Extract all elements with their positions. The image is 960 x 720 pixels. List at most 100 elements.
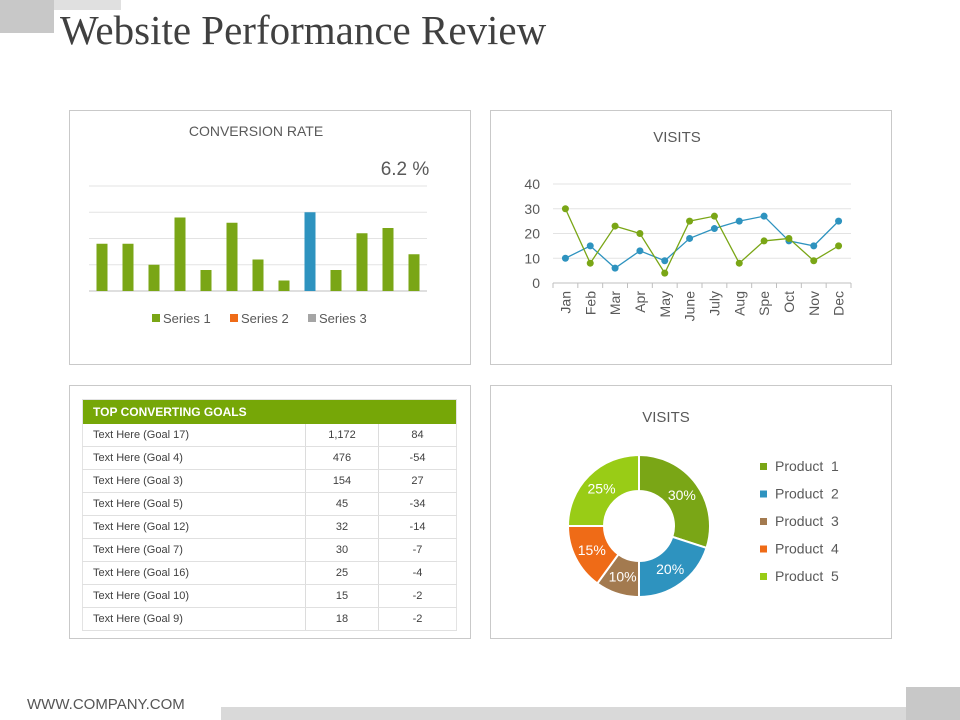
slice-percent-label: 30% [668, 487, 696, 503]
visits-line-chart: VISITS 0 10 20 30 40 Jan Feb Mar Apr May June July… [524, 129, 852, 321]
bar [356, 233, 368, 291]
chart-title: CONVERSION RATE [189, 123, 323, 139]
data-point [686, 217, 694, 225]
legend-swatch [760, 518, 767, 525]
legend-swatch [152, 314, 160, 322]
goal-change-cell: -7 [378, 538, 457, 562]
data-point [586, 242, 594, 250]
goal-name-cell: Text Here (Goal 12) [82, 515, 306, 539]
goal-name-cell: Text Here (Goal 9) [82, 607, 306, 631]
table-row: Text Here (Goal 12) 32 -14 [82, 515, 457, 539]
slice-percent-label: 20% [656, 561, 684, 577]
goal-name-cell: Text Here (Goal 4) [82, 446, 306, 470]
data-point [810, 257, 818, 265]
table-row: Text Here (Goal 7) 30 -7 [82, 538, 457, 562]
corner-decoration-light [54, 0, 121, 10]
goal-name-cell: Text Here (Goal 16) [82, 561, 306, 585]
goal-name-cell: Text Here (Goal 3) [82, 469, 306, 493]
bar [382, 228, 394, 291]
footer-corner-decoration [906, 687, 960, 720]
data-point [561, 205, 569, 213]
x-tick-label: Feb [582, 291, 598, 315]
donut-slice [638, 453, 711, 550]
goal-count-cell: 154 [305, 469, 379, 493]
x-tick-label: Apr [632, 291, 648, 313]
corner-decoration [0, 0, 54, 33]
table-row: Text Here (Goal 5) 45 -34 [82, 492, 457, 516]
bar [122, 243, 134, 291]
goal-change-cell: 84 [378, 424, 457, 447]
goal-change-cell: 27 [378, 469, 457, 493]
bar [148, 264, 160, 291]
legend-swatch [760, 490, 767, 498]
x-tick-label: May [657, 291, 673, 317]
visits-donut-panel: VISITS 30% 20% 10% 15% 25% Product 1 Product … [490, 385, 892, 639]
bar [304, 212, 316, 291]
legend-swatch [230, 314, 238, 322]
goal-change-cell: -14 [378, 515, 457, 539]
goal-count-cell: 476 [305, 446, 379, 470]
series-line [564, 208, 839, 275]
slice-percent-label: 15% [578, 542, 606, 558]
data-point [686, 234, 694, 242]
table-row: Text Here (Goal 10) 15 -2 [82, 584, 457, 608]
data-point [810, 242, 818, 250]
series-line [565, 215, 840, 269]
data-point [710, 212, 718, 220]
x-tick-label: Spe [756, 291, 772, 316]
legend-swatch [760, 463, 767, 470]
x-tick-label: Jan [557, 291, 573, 314]
goal-name-cell: Text Here (Goal 17) [82, 424, 306, 447]
data-point [785, 234, 793, 242]
chart-title: VISITS [653, 129, 701, 146]
table-header: TOP CONVERTING GOALS [82, 399, 457, 424]
data-point [760, 237, 768, 245]
bar [330, 270, 342, 291]
goal-change-cell: -4 [378, 561, 457, 585]
y-tick-label: 10 [524, 250, 540, 266]
conversion-rate-value: 6.2 % [381, 159, 430, 180]
table-row: Text Here (Goal 9) 18 -2 [82, 607, 457, 631]
y-tick-label: 30 [524, 201, 540, 217]
goal-count-cell: 15 [305, 584, 379, 608]
data-point [661, 269, 669, 277]
donut-slice [566, 453, 640, 527]
data-point [760, 212, 768, 220]
goal-count-cell: 25 [305, 561, 379, 585]
data-point [611, 222, 619, 230]
legend-swatch [308, 314, 316, 322]
legend-label: Series 2 [241, 311, 289, 326]
visits-line-panel: VISITS 0 10 20 30 40 Jan Feb Mar Apr May June July… [490, 110, 892, 365]
slice-percent-label: 10% [609, 568, 637, 584]
bar [278, 280, 290, 291]
data-point [710, 225, 718, 233]
y-tick-label: 0 [532, 275, 540, 291]
goals-table: TOP CONVERTING GOALS Text Here (Goal 17)… [82, 399, 457, 631]
goal-count-cell: 32 [305, 515, 379, 539]
data-point [735, 259, 743, 267]
goal-count-cell: 1,172 [305, 424, 379, 447]
goal-change-cell: -34 [378, 492, 457, 516]
legend-swatch [760, 545, 767, 553]
bar [226, 222, 238, 291]
goal-count-cell: 45 [305, 492, 379, 516]
legend-label: Product 4 [775, 541, 839, 557]
data-point [586, 259, 594, 267]
goal-count-cell: 18 [305, 607, 379, 631]
x-tick-label: Oct [781, 291, 797, 313]
page-title: Website Performance Review [60, 7, 547, 53]
bar [252, 259, 264, 291]
data-point [835, 217, 843, 225]
table-row: Text Here (Goal 4) 476 -54 [82, 446, 457, 470]
legend-label: Product 5 [775, 568, 839, 584]
goal-name-cell: Text Here (Goal 5) [82, 492, 306, 516]
data-point [636, 230, 644, 237]
footer-url: WWW.COMPANY.COM [27, 696, 185, 713]
goal-change-cell: -54 [378, 446, 457, 470]
data-point [735, 217, 743, 225]
legend-label: Product 3 [775, 513, 839, 529]
data-point [835, 242, 843, 250]
x-tick-label: Aug [731, 291, 747, 316]
goal-count-cell: 30 [305, 538, 379, 562]
goal-name-cell: Text Here (Goal 7) [82, 538, 306, 562]
